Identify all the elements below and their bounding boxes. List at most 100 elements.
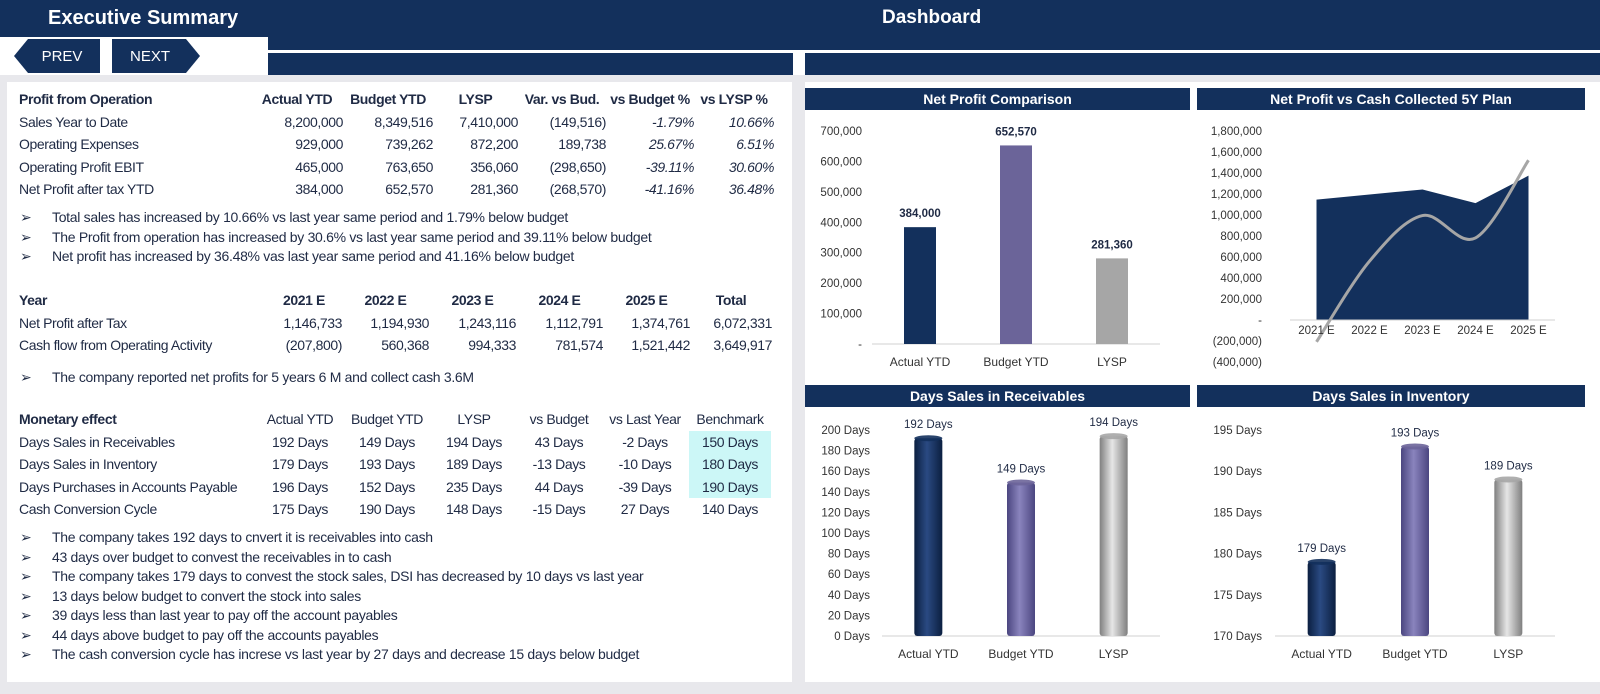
table-row: Sales Year to Date 8,200,000 8,349,516 7,41… bbox=[19, 111, 774, 134]
table-cell: 192 Days bbox=[272, 433, 328, 450]
table-cell: 560,368 bbox=[381, 337, 429, 354]
table-header-cell: LYSP bbox=[458, 91, 493, 108]
data-label: 652,570 bbox=[995, 126, 1037, 138]
x-category-label: LYSP bbox=[1493, 647, 1523, 661]
table-cell: (298,650) bbox=[549, 158, 607, 175]
table-cell: 190 Days bbox=[359, 501, 415, 518]
bullet-text: 43 days over budget to convest the recei… bbox=[52, 548, 392, 565]
table-header-cell: Var. vs Bud. bbox=[524, 91, 600, 108]
profit-from-operation-table: Profit from Operation Actual YTD Budget YT… bbox=[19, 88, 774, 201]
table-cell: 196 Days bbox=[272, 478, 328, 495]
table-row: Days Sales in Inventory 179 Days 193 Days 1… bbox=[19, 453, 771, 476]
y-tick-label: 200,000 bbox=[820, 278, 862, 290]
arrow-bullet-icon: ➢ bbox=[20, 646, 32, 662]
table-row: Cash Conversion Cycle 175 Days 190 Days 148… bbox=[19, 498, 771, 521]
table-cell: -41.16% bbox=[644, 181, 695, 198]
arrow-bullet-icon: ➢ bbox=[20, 607, 32, 623]
table-row: Cash flow from Operating Activity (207,80… bbox=[19, 334, 772, 357]
x-category-label: 2023 E bbox=[1404, 325, 1441, 337]
table-cell: 1,521,442 bbox=[631, 337, 690, 354]
table-cell: 189,738 bbox=[558, 136, 606, 153]
table-cell: 3,649,917 bbox=[713, 337, 772, 354]
table-cell: 194 Days bbox=[446, 433, 502, 450]
table-cell: 44 Days bbox=[534, 478, 584, 495]
table-cell: 148 Days bbox=[446, 501, 502, 518]
bar-cap bbox=[1099, 433, 1128, 440]
bullet-item: ➢ 43 days over budget to convest the rece… bbox=[20, 548, 643, 568]
y-tick-label: - bbox=[858, 339, 862, 351]
table-cell: 1,112,791 bbox=[545, 314, 603, 331]
x-category-label: 2021 E bbox=[1298, 325, 1335, 337]
table-header-cell: vs Budget % bbox=[610, 91, 690, 108]
line-series-cash-collected bbox=[1315, 159, 1530, 343]
arrow-bullet-icon: ➢ bbox=[20, 626, 32, 643]
bullet-text: Total sales has increased by 10.66% vs l… bbox=[52, 209, 568, 225]
table-cell: 8,200,000 bbox=[284, 113, 343, 130]
table-cell: 763,650 bbox=[385, 158, 433, 175]
bar bbox=[1307, 561, 1336, 636]
y-tick-label: 180 Days bbox=[821, 446, 870, 458]
table-cell: 7,410,000 bbox=[459, 113, 518, 130]
y-tick-label: 200,000 bbox=[1220, 294, 1262, 306]
x-category-label: Budget YTD bbox=[1382, 647, 1447, 661]
y-tick-label: 1,600,000 bbox=[1211, 147, 1262, 159]
y-tick-label: 120 Days bbox=[821, 507, 870, 519]
table-header-cell: 2023 E bbox=[451, 292, 494, 309]
table-cell: Days Purchases in Accounts Payable bbox=[19, 478, 238, 495]
bullet-item: ➢ Total sales has increased by 10.66% vs … bbox=[20, 208, 651, 228]
table-cell: 149 Days bbox=[359, 433, 415, 450]
prev-button[interactable]: PREV bbox=[14, 39, 100, 73]
next-button[interactable]: NEXT bbox=[112, 39, 200, 73]
data-label: 194 Days bbox=[1089, 417, 1138, 429]
bullet-text: The company takes 179 days to convest th… bbox=[52, 568, 644, 584]
arrow-bullet-icon: ➢ bbox=[20, 568, 32, 584]
bullet-text: The cash conversion cycle has increse vs… bbox=[52, 646, 640, 662]
table-header-cell: 2022 E bbox=[364, 292, 407, 309]
chart-title-net-profit-vs-cash: Net Profit vs Cash Collected 5Y Plan bbox=[1197, 88, 1585, 110]
data-label: 179 Days bbox=[1297, 543, 1346, 555]
table-cell: 150 Days bbox=[689, 430, 771, 453]
table-cell: Sales Year to Date bbox=[19, 113, 128, 130]
y-tick-label: 1,800,000 bbox=[1211, 126, 1262, 138]
y-tick-label: 800,000 bbox=[1220, 231, 1262, 243]
table-row: Operating Profit EBIT 465,000 763,650 356,0… bbox=[19, 156, 774, 179]
table-cell: 1,374,761 bbox=[631, 314, 690, 331]
y-tick-label: (200,000) bbox=[1213, 336, 1262, 348]
table-cell: (268,570) bbox=[549, 181, 607, 198]
table-header-cell: vs LYSP % bbox=[700, 91, 768, 108]
bullet-text: The Profit from operation has increased … bbox=[52, 228, 652, 245]
table-cell: 356,060 bbox=[470, 158, 518, 175]
table-header-cell: Actual YTD bbox=[266, 411, 334, 428]
bullet-text: 39 days less than last year to pay off t… bbox=[52, 607, 398, 623]
table-cell: Net Profit after tax YTD bbox=[19, 181, 154, 198]
table-header-cell: Total bbox=[715, 292, 747, 309]
bullet-text: The company takes 192 days to cnvert it … bbox=[52, 529, 433, 545]
table-row: Days Purchases in Accounts Payable 196 Da… bbox=[19, 475, 771, 498]
table-cell: Cash Conversion Cycle bbox=[19, 501, 157, 518]
arrow-bullet-icon: ➢ bbox=[20, 248, 32, 264]
table-cell: -2 Days bbox=[622, 433, 668, 450]
table-cell: 6,072,331 bbox=[713, 314, 772, 331]
bullet-item: ➢ The Profit from operation has increased… bbox=[20, 228, 652, 248]
monetary-notes: ➢ The company takes 192 days to cnvert it… bbox=[20, 528, 644, 665]
data-label: 384,000 bbox=[899, 208, 941, 220]
y-tick-label: 0 Days bbox=[834, 631, 870, 643]
y-tick-label: 40 Days bbox=[828, 590, 870, 602]
y-tick-label: 175 Days bbox=[1213, 590, 1262, 602]
x-category-label: Budget YTD bbox=[988, 647, 1053, 661]
table-cell: Operating Profit EBIT bbox=[19, 158, 144, 175]
y-tick-label: 140 Days bbox=[821, 487, 870, 499]
x-category-label: 2025 E bbox=[1510, 325, 1547, 337]
table-cell: -39.11% bbox=[645, 158, 695, 175]
x-category-label: Actual YTD bbox=[898, 647, 959, 661]
table-cell: 994,333 bbox=[468, 337, 516, 354]
table-cell: 1,146,733 bbox=[283, 314, 342, 331]
table-header-cell: Benchmark bbox=[696, 411, 764, 428]
y-tick-label: 60 Days bbox=[828, 569, 870, 581]
bullet-text: 13 days below budget to convert the stoc… bbox=[52, 587, 361, 604]
table-cell: 929,000 bbox=[295, 136, 343, 153]
table-cell: 281,360 bbox=[470, 181, 518, 198]
five-year-notes: ➢ The company reported net profits for 5 … bbox=[20, 368, 474, 388]
bullet-text: Net profit has increased by 36.48% vas l… bbox=[52, 248, 574, 264]
